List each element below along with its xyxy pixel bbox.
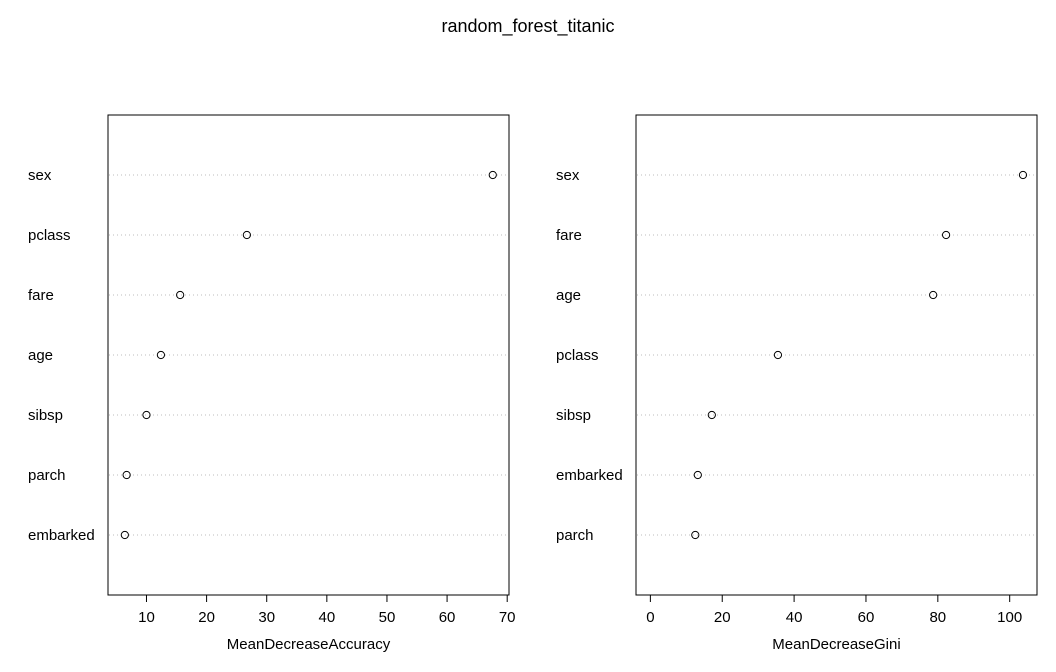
x-axis-label: MeanDecreaseAccuracy — [227, 636, 391, 653]
x-tick-label: 20 — [198, 609, 215, 626]
x-tick-label: 30 — [258, 609, 275, 626]
data-point — [707, 410, 716, 420]
plot-frame — [107, 114, 510, 596]
x-tick-label: 50 — [379, 609, 396, 626]
category-label: sex — [28, 167, 52, 184]
data-point — [156, 350, 166, 360]
category-label: age — [28, 347, 53, 364]
x-tick-label: 60 — [858, 609, 875, 626]
x-axis-label: MeanDecreaseGini — [772, 636, 900, 653]
chart-title: random_forest_titanic — [441, 16, 615, 36]
x-tick-label: 80 — [929, 609, 946, 626]
data-point — [691, 530, 700, 540]
category-label: fare — [556, 227, 582, 244]
category-label: parch — [28, 467, 66, 484]
data-point — [693, 470, 702, 480]
panel-1: sex pclass fare age sibsp parch embarked 10 20 30… — [28, 114, 516, 653]
category-label: sibsp — [28, 407, 63, 424]
category-label: age — [556, 287, 581, 304]
panel-2: sex fare age pclass sibsp embarked parch 0 20 40 6… — [556, 114, 1038, 653]
data-point — [488, 170, 497, 180]
category-label: parch — [556, 527, 594, 544]
category-label: fare — [28, 287, 54, 304]
data-point — [176, 290, 185, 300]
data-point — [122, 470, 131, 480]
data-point — [773, 350, 783, 360]
category-label: pclass — [28, 227, 71, 244]
x-tick-label: 40 — [786, 609, 803, 626]
x-tick-label: 40 — [318, 609, 335, 626]
data-point — [120, 530, 129, 540]
data-point — [142, 410, 151, 420]
data-point — [929, 290, 938, 300]
data-point — [242, 230, 251, 240]
data-point — [1018, 170, 1028, 180]
category-label: embarked — [556, 467, 623, 484]
plot-frame — [635, 114, 1038, 596]
x-tick-label: 10 — [138, 609, 155, 626]
category-label: pclass — [556, 347, 599, 364]
x-tick-label: 70 — [499, 609, 516, 626]
x-tick-label: 60 — [439, 609, 456, 626]
x-tick-label: 20 — [714, 609, 731, 626]
category-label: sex — [556, 167, 580, 184]
x-tick-label: 100 — [997, 609, 1022, 626]
x-tick-label: 0 — [646, 609, 654, 626]
category-label: embarked — [28, 527, 95, 544]
data-point — [941, 230, 951, 240]
category-label: sibsp — [556, 407, 591, 424]
